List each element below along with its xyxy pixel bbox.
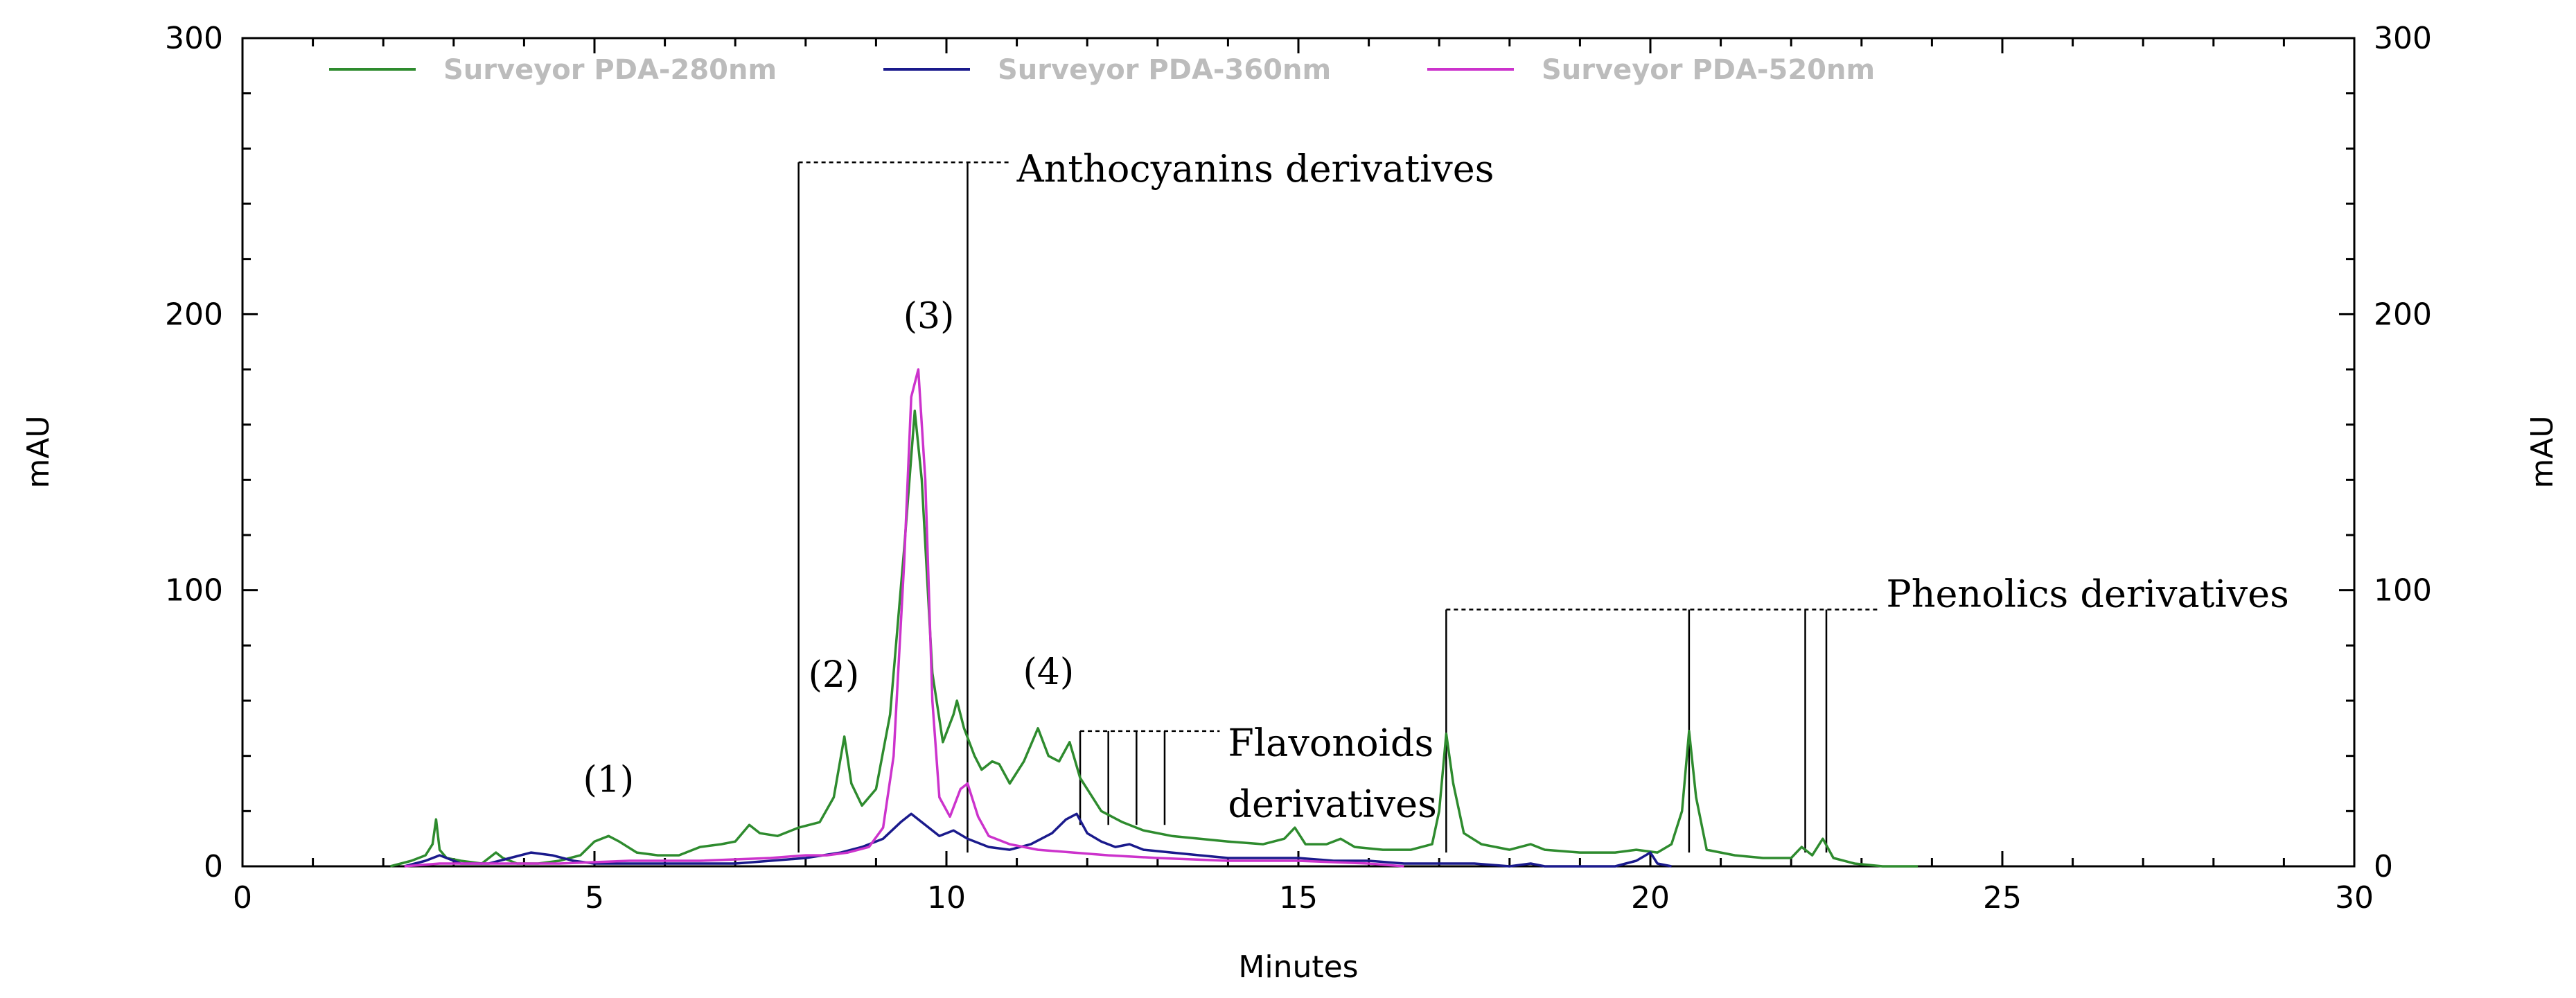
x-axis-title: Minutes [1238, 949, 1358, 985]
legend-label-280nm: Surveyor PDA-280nm [443, 54, 777, 86]
peak-label: (1) [583, 759, 634, 800]
annotation-label: Anthocyanins derivatives [1016, 147, 1494, 191]
peak-label: (3) [903, 295, 955, 337]
x-tick-label: 5 [585, 880, 604, 916]
annotation-label: derivatives [1228, 782, 1436, 825]
x-tick-label: 25 [1983, 880, 2022, 916]
series-line-surveyor-pda-520nm [404, 368, 1404, 868]
x-tick-label: 30 [2335, 880, 2374, 916]
legend-label-520nm: Surveyor PDA-520nm [1542, 54, 1875, 86]
y-tick-label-left: 200 [165, 297, 223, 332]
y-tick-label-left: 100 [165, 573, 223, 609]
y-axis-title-left: mAU [21, 415, 56, 488]
series-lines [389, 368, 1918, 868]
y-tick-label-right: 0 [2374, 849, 2393, 884]
x-tick-label: 15 [1279, 880, 1318, 916]
peak-label: (2) [809, 654, 860, 696]
legend-label-360nm: Surveyor PDA-360nm [998, 54, 1331, 86]
annotation-labels: (1) (2) (3) (4) Anthocyanins derivatives Flav… [583, 147, 2288, 825]
annotation-label: Flavonoids [1228, 721, 1433, 765]
y-tick-label-right: 300 [2374, 21, 2432, 56]
y-tick-label-right: 100 [2374, 573, 2432, 609]
series-line-surveyor-pda-280nm [389, 410, 1918, 868]
x-tick-label: 20 [1631, 880, 1670, 916]
y-tick-label-left: 0 [204, 849, 223, 884]
peak-label: (4) [1023, 651, 1074, 693]
y-tick-label-left: 300 [165, 21, 223, 56]
y-tick-label-right: 200 [2374, 297, 2432, 332]
x-tick-label: 10 [927, 880, 966, 916]
y-axis-title-right: mAU [2525, 415, 2560, 488]
annotation-label: Phenolics derivatives [1886, 572, 2288, 616]
legend: Surveyor PDA-280nm Surveyor PDA-360nm Su… [329, 54, 1875, 86]
x-tick-label: 0 [233, 880, 252, 916]
